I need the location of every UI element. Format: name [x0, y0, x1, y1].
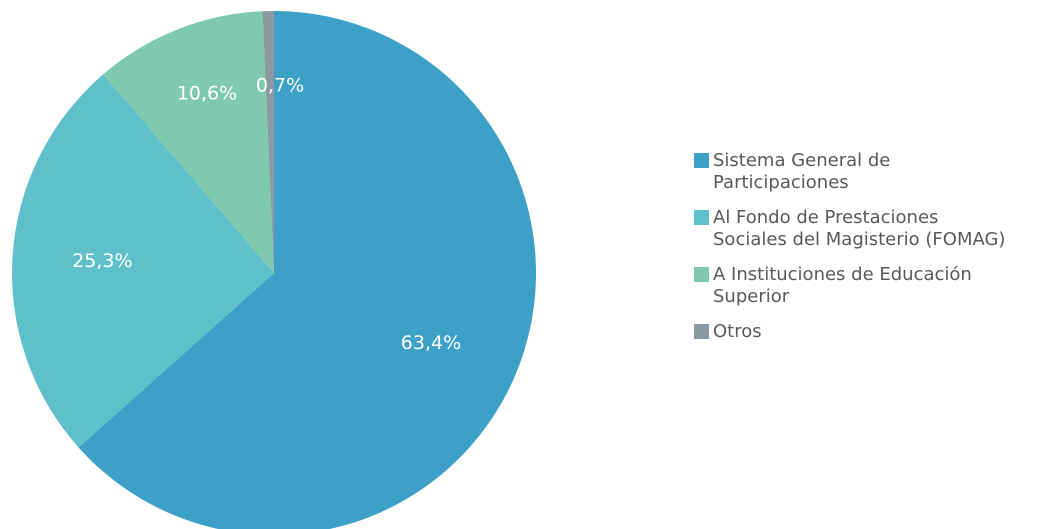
legend: Sistema General de Participaciones Al Fond…: [693, 150, 1062, 356]
pie-slice-3: [103, 11, 274, 274]
legend-swatch-1: [694, 153, 709, 168]
slice-label-3: 10,6%: [177, 82, 237, 104]
legend-label-1-line-2: Participaciones: [713, 172, 849, 193]
slice-label-2: 25,3%: [72, 250, 132, 272]
legend-swatch-3: [694, 267, 709, 282]
legend-label-1-line-1: Sistema General de: [713, 150, 891, 171]
legend-label-3-line-1: A Instituciones de Educación: [713, 264, 972, 285]
legend-item-4: Otros: [693, 321, 1062, 343]
legend-label-3-line-2: Superior: [713, 286, 790, 307]
legend-item-2: Al Fondo de Prestaciones Sociales del Mag…: [693, 207, 1062, 251]
legend-item-3: A Instituciones de Educación Superior: [693, 264, 1062, 308]
legend-label-2-line-1: Al Fondo de Prestaciones: [713, 207, 939, 228]
legend-label-2-line-2: Sociales del Magisterio (FOMAG): [713, 229, 1006, 250]
slice-label-1: 63,4%: [401, 332, 461, 354]
legend-swatch-2: [694, 210, 709, 225]
pie-slice-1: [78, 11, 536, 529]
slice-label-4: 0,7%: [256, 75, 304, 97]
legend-label-4-line-1: Otros: [713, 321, 762, 342]
legend-item-1: Sistema General de Participaciones: [693, 150, 1062, 194]
legend-swatch-4: [694, 324, 709, 339]
pie-slice-2: [12, 74, 275, 448]
pie-slice-4: [262, 11, 274, 273]
